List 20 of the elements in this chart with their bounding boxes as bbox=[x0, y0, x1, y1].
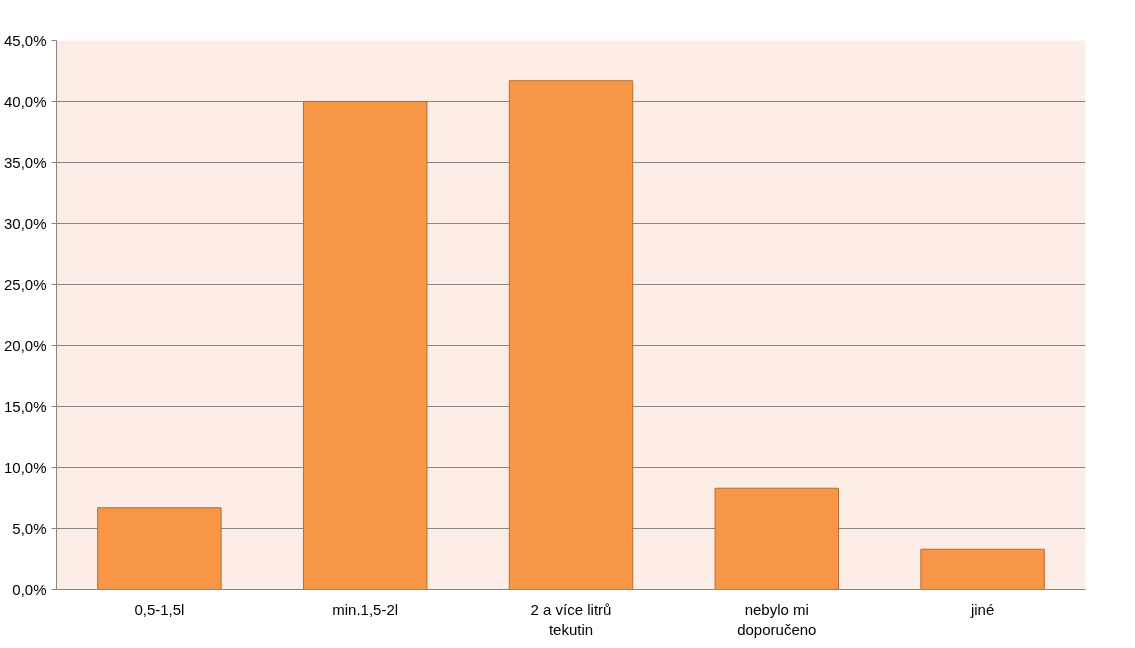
x-tick-label: min.1,5-2l bbox=[332, 600, 399, 618]
x-tick-label: nebylo mi doporučeno bbox=[737, 600, 817, 638]
y-tick-label: 25,0% bbox=[3, 276, 47, 293]
bar bbox=[714, 487, 840, 590]
x-tick-label: 2 a více litrů tekutin bbox=[530, 600, 612, 638]
y-tick-label: 0,0% bbox=[12, 581, 47, 598]
y-tick-label: 40,0% bbox=[3, 93, 47, 110]
y-tick-label: 45,0% bbox=[3, 32, 47, 49]
y-tick-label: 35,0% bbox=[3, 154, 47, 171]
y-tick-label: 20,0% bbox=[3, 337, 47, 354]
bar bbox=[302, 101, 428, 590]
bar bbox=[920, 548, 1045, 590]
y-tick-label: 5,0% bbox=[12, 520, 47, 537]
x-tick-label: jiné bbox=[969, 600, 995, 618]
x-tick-label: 0,5-1,5l bbox=[134, 600, 185, 618]
y-tick-label: 10,0% bbox=[3, 459, 47, 476]
y-tick-label: 30,0% bbox=[3, 215, 47, 232]
bar bbox=[508, 80, 634, 590]
y-tick-label: 15,0% bbox=[3, 398, 47, 415]
bar bbox=[97, 507, 222, 590]
